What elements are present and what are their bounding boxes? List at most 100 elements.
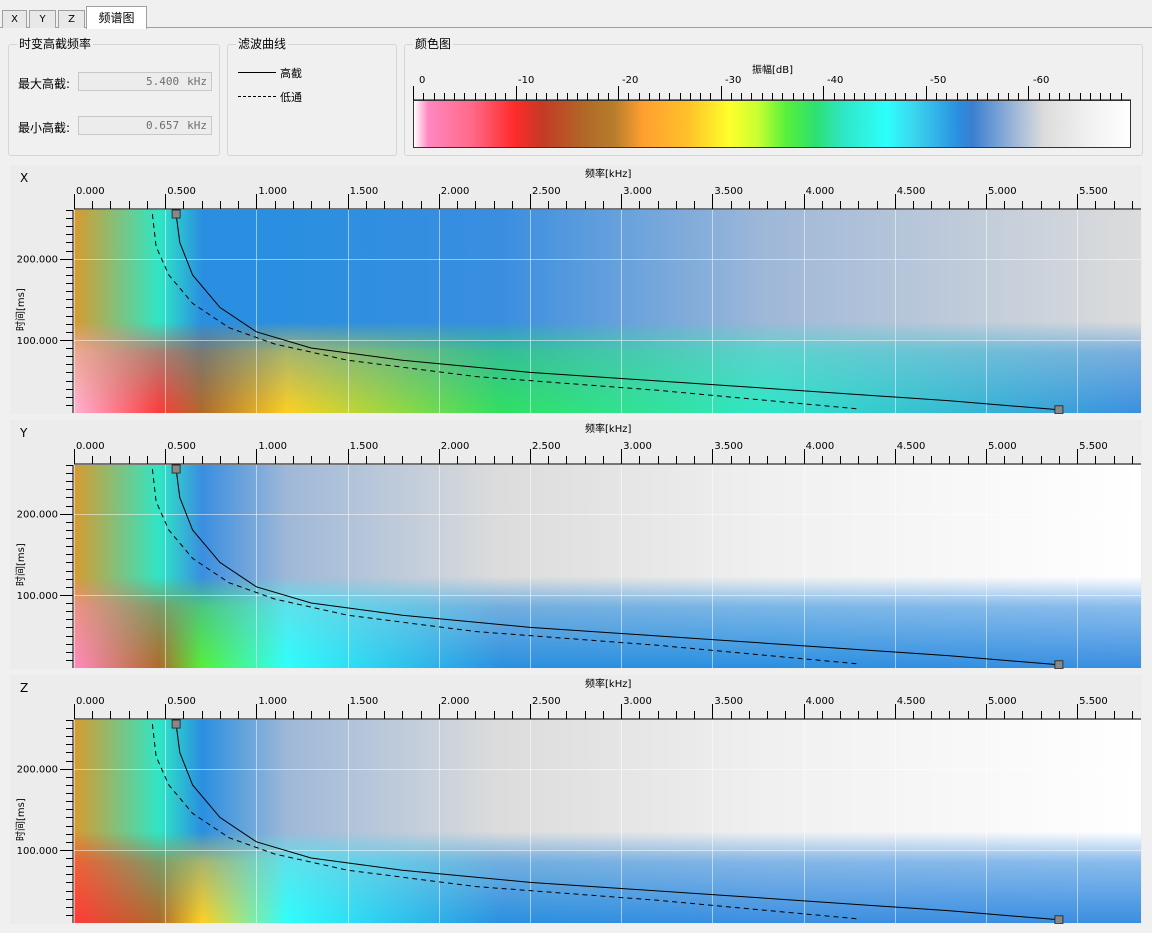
x-tick-label: 4.500 — [897, 186, 926, 197]
x-tick-label: 4.000 — [806, 186, 835, 197]
tab-bar: X Y Z 频谱图 — [0, 0, 1152, 29]
spectrogram-plot-x[interactable]: 0.000 0.500 1.000 1.500 2.000 2.500 3.000 3.500… — [10, 165, 1142, 415]
high-cut-curve — [175, 214, 1059, 411]
x-tick-label: 3.500 — [714, 696, 743, 707]
curve-control-handle[interactable] — [171, 209, 181, 219]
x-tick-label: 5.000 — [988, 441, 1017, 452]
x-tick-label: 0.500 — [167, 186, 196, 197]
panel-name-x: X — [20, 171, 29, 185]
y-tick-label: 100.000 — [17, 846, 58, 857]
x-tick-label: 0.000 — [76, 696, 105, 707]
x-tick-label: 2.500 — [532, 696, 561, 707]
x-tick-label: 2.000 — [441, 186, 470, 197]
x-tick-label: 0.000 — [76, 441, 105, 452]
colormap-scale-title: 振幅[dB] — [752, 65, 794, 76]
max-cutoff-label: 最大高截: — [18, 77, 71, 91]
y-tick-label: 200.000 — [17, 510, 58, 521]
spectrogram-plot-y[interactable]: 0.000 0.500 1.000 1.500 2.000 2.500 3.000 3.500… — [10, 420, 1142, 670]
x-tick-label: 5.500 — [1079, 186, 1108, 197]
min-cutoff-field[interactable]: 0.657 kHz — [78, 116, 212, 135]
heatmap-lower — [74, 465, 1141, 668]
filter-group-title: 滤波曲线 — [236, 37, 289, 51]
colormap-group-title: 颜色图 — [413, 37, 454, 51]
panel-name-y: Y — [20, 426, 28, 440]
x-tick-label: 2.000 — [441, 696, 470, 707]
tab-y[interactable]: Y — [29, 10, 56, 28]
y-axis-title-z: 时间[ms] — [16, 798, 27, 841]
colormap-tick-scale — [413, 86, 1131, 100]
cutoff-group-title: 时变高截频率 — [17, 37, 94, 51]
curve-control-handle[interactable] — [1054, 405, 1064, 415]
x-tick-label: 3.000 — [623, 696, 652, 707]
cutoff-group: 时变高截频率 最大高截: 5.400 kHz 最小高截: 0.657 kHz — [8, 37, 220, 156]
min-cutoff-label: 最小高截: — [18, 121, 71, 135]
x-tick-label: 5.000 — [988, 186, 1017, 197]
lowpass-curve — [151, 214, 859, 410]
lowpass-legend-label: 低通 — [280, 91, 302, 104]
spectrogram-plot-z[interactable]: 0.000 0.500 1.000 1.500 2.000 2.500 3.000 3.500… — [10, 675, 1142, 925]
x-axis-title-y: 频率[kHz] — [585, 424, 632, 435]
high-cut-curve — [175, 724, 1059, 921]
tab-x[interactable]: X — [2, 10, 27, 28]
curve-control-handle[interactable] — [171, 719, 181, 729]
spectrogram-panel-y: Y 频率[kHz] 时间[ms] 0.000 0.500 1.000 1.500 2.0… — [10, 420, 1142, 670]
colormap-bar — [413, 100, 1131, 148]
x-tick-label: 2.500 — [532, 441, 561, 452]
solid-line-swatch — [238, 72, 276, 73]
x-tick-label: 5.500 — [1079, 696, 1108, 707]
x-tick-label: 0.000 — [76, 186, 105, 197]
colormap-label-20: -20 — [622, 75, 639, 86]
colormap-label-60: -60 — [1033, 75, 1050, 86]
x-tick-label: 3.500 — [714, 441, 743, 452]
colormap-label-40: -40 — [827, 75, 844, 86]
y-axis-title-y: 时间[ms] — [16, 543, 27, 586]
lowpass-curve — [151, 469, 859, 665]
x-tick-label: 3.000 — [623, 441, 652, 452]
heatmap-lower — [74, 210, 1141, 413]
colormap-label-30: -30 — [725, 75, 742, 86]
y-tick-label: 200.000 — [17, 255, 58, 266]
high-cut-legend-label: 高截 — [280, 67, 302, 80]
filter-curve-group: 滤波曲线 高截 低通 — [227, 37, 397, 156]
colormap-label-10: -10 — [518, 75, 535, 86]
x-tick-label: 1.000 — [258, 696, 287, 707]
tab-spectrogram[interactable]: 频谱图 — [86, 6, 147, 29]
y-axis-title-x: 时间[ms] — [16, 288, 27, 331]
x-tick-label: 2.500 — [532, 186, 561, 197]
curve-control-handle[interactable] — [171, 464, 181, 474]
y-tick-label: 100.000 — [17, 336, 58, 347]
x-tick-label: 5.000 — [988, 696, 1017, 707]
spectrogram-panel-z: Z 频率[kHz] 时间[ms] 0.000 0.500 1.000 1.500 2.0… — [10, 675, 1142, 925]
colormap-label-50: -50 — [930, 75, 947, 86]
x-tick-label: 4.000 — [806, 696, 835, 707]
x-tick-label: 4.000 — [806, 441, 835, 452]
x-tick-label: 3.500 — [714, 186, 743, 197]
x-tick-label: 5.500 — [1079, 441, 1108, 452]
x-tick-label: 1.500 — [350, 441, 379, 452]
x-tick-label: 1.500 — [350, 186, 379, 197]
max-cutoff-field[interactable]: 5.400 kHz — [78, 72, 212, 91]
x-axis-title-x: 频率[kHz] — [585, 169, 632, 180]
dashed-line-swatch — [238, 96, 276, 97]
x-tick-label: 4.500 — [897, 441, 926, 452]
curve-control-handle[interactable] — [1054, 660, 1064, 670]
curve-control-handle[interactable] — [1054, 915, 1064, 925]
x-tick-label: 4.500 — [897, 696, 926, 707]
y-tick-label: 100.000 — [17, 591, 58, 602]
y-tick-label: 200.000 — [17, 765, 58, 776]
x-tick-label: 1.000 — [258, 186, 287, 197]
high-cut-curve — [175, 469, 1059, 666]
x-tick-label: 1.000 — [258, 441, 287, 452]
colormap-label-0: 0 — [419, 75, 426, 86]
tab-z[interactable]: Z — [58, 10, 85, 28]
heatmap-lower — [74, 720, 1141, 923]
lowpass-curve — [151, 724, 859, 920]
x-tick-label: 3.000 — [623, 186, 652, 197]
x-tick-label: 0.500 — [167, 441, 196, 452]
x-axis-title-z: 频率[kHz] — [585, 679, 632, 690]
spectrogram-panel-x: X 频率[kHz] 时间[ms] 0.000 0.500 1.000 1.500 2.0… — [10, 165, 1142, 415]
x-tick-label: 0.500 — [167, 696, 196, 707]
panel-name-z: Z — [20, 681, 29, 695]
x-tick-label: 1.500 — [350, 696, 379, 707]
x-tick-label: 2.000 — [441, 441, 470, 452]
